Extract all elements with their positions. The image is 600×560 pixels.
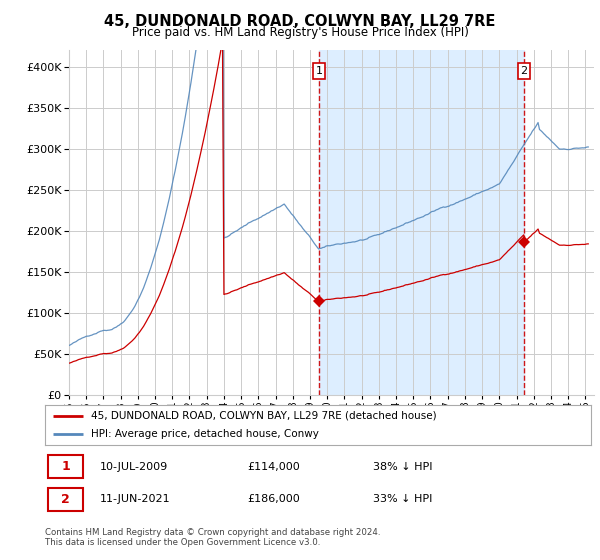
Text: 11-JUN-2021: 11-JUN-2021 [100,494,170,504]
Text: Contains HM Land Registry data © Crown copyright and database right 2024.
This d: Contains HM Land Registry data © Crown c… [45,528,380,547]
Text: 2: 2 [61,493,70,506]
Text: 45, DUNDONALD ROAD, COLWYN BAY, LL29 7RE: 45, DUNDONALD ROAD, COLWYN BAY, LL29 7RE [104,14,496,29]
Text: Price paid vs. HM Land Registry's House Price Index (HPI): Price paid vs. HM Land Registry's House … [131,26,469,39]
Text: £186,000: £186,000 [247,494,300,504]
Text: 45, DUNDONALD ROAD, COLWYN BAY, LL29 7RE (detached house): 45, DUNDONALD ROAD, COLWYN BAY, LL29 7RE… [91,411,437,421]
Text: 38% ↓ HPI: 38% ↓ HPI [373,462,432,472]
FancyBboxPatch shape [48,488,83,511]
Text: 2: 2 [521,66,527,76]
Text: £114,000: £114,000 [247,462,300,472]
FancyBboxPatch shape [48,455,83,478]
Text: 1: 1 [316,66,323,76]
Text: 33% ↓ HPI: 33% ↓ HPI [373,494,432,504]
Bar [319,50,524,395]
Text: 10-JUL-2009: 10-JUL-2009 [100,462,168,472]
Text: HPI: Average price, detached house, Conwy: HPI: Average price, detached house, Conw… [91,430,319,439]
Text: 1: 1 [61,460,70,473]
